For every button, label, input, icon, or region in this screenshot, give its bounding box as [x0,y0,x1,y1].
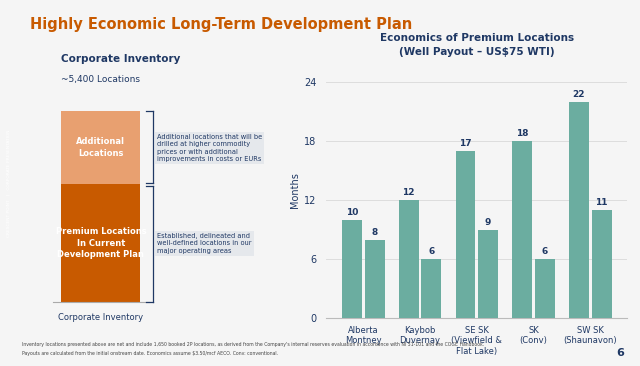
Text: Inventory locations presented above are net and include 1,650 booked 2P location: Inventory locations presented above are … [22,342,484,347]
Bar [478,230,498,318]
Text: 8: 8 [371,228,378,237]
Text: 22: 22 [573,90,585,99]
Text: Established, delineated and
well-defined locations in our
major operating areas: Established, delineated and well-defined… [157,232,252,254]
Bar [535,259,555,318]
Text: 6: 6 [428,247,435,256]
Text: 10: 10 [346,208,358,217]
Bar [569,102,589,318]
Title: Economics of Premium Locations
(Well Payout – US$75 WTI): Economics of Premium Locations (Well Pay… [380,33,574,57]
Bar [61,184,140,302]
Text: ~5,400 Locations: ~5,400 Locations [61,75,140,84]
Text: 6: 6 [616,348,624,358]
Bar [342,220,362,318]
Text: Premium Locations
In Current
Development Plan: Premium Locations In Current Development… [56,227,146,259]
Text: 12: 12 [403,188,415,197]
Bar [422,259,442,318]
Text: 6: 6 [542,247,548,256]
Text: 17: 17 [459,139,472,148]
Bar [592,210,612,318]
Bar [61,111,140,184]
Text: Corporate Inventory: Corporate Inventory [58,313,143,322]
Bar [512,141,532,318]
Text: Payouts are calculated from the initial onstream date. Economics assume $3.50/mc: Payouts are calculated from the initial … [22,351,278,356]
Y-axis label: Months: Months [290,172,300,208]
Bar [456,151,476,318]
Bar [399,200,419,318]
Text: Corporate Inventory: Corporate Inventory [61,54,181,64]
Text: Additional locations that will be
drilled at higher commodity
prices or with add: Additional locations that will be drille… [157,134,262,162]
Bar [365,240,385,318]
Text: Additional
Locations: Additional Locations [76,138,125,158]
Text: 11: 11 [595,198,608,207]
Text: 18: 18 [516,129,529,138]
Text: 9: 9 [485,218,492,227]
Text: Highly Economic Long-Term Development Plan: Highly Economic Long-Term Development Pl… [30,17,413,31]
Text: CRESCENT POINT   |   CORPORATE PRESENTATION: CRESCENT POINT | CORPORATE PRESENTATION [7,129,11,237]
